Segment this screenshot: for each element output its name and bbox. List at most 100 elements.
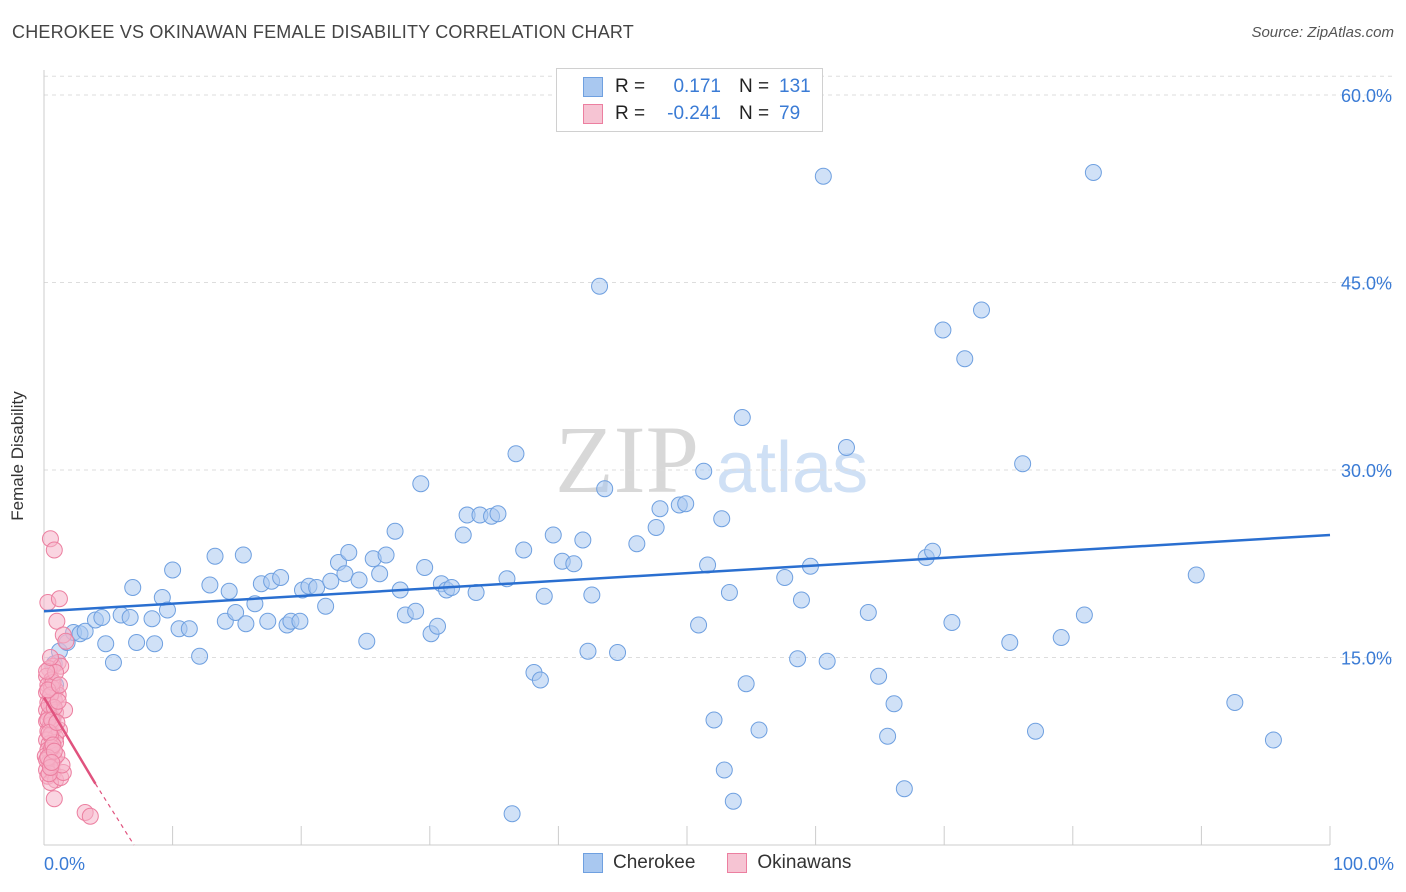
cherokee-point [317,597,335,615]
cherokee-point [206,547,224,565]
cherokee-point [859,604,877,621]
cherokee-point [1226,694,1244,711]
cherokee-point [489,505,507,523]
cherokee-point [837,439,855,456]
cherokee-point [895,780,913,798]
cherokee-point [164,561,182,579]
y-tick-label: 30.0% [1341,461,1392,481]
cherokee-point [879,727,897,745]
legend-r-label: R = [615,76,646,97]
cherokee-point [336,565,354,583]
okinawan-trendline-extension [94,783,135,846]
okinawan-point [41,649,59,666]
cherokee-point [454,526,472,544]
cherokee-point [677,495,695,513]
okinawan-swatch [727,853,748,873]
okinawan-point [45,541,63,559]
cherokee-point [1187,566,1205,584]
legend-n-value: 79 [779,103,801,124]
cherokee-point [158,601,176,619]
cherokee-point [180,620,198,638]
cherokee-point [737,675,755,693]
cherokee-point [544,526,562,544]
legend-item-okinawans: Okinawans [727,852,851,874]
cherokee-point [609,644,627,661]
cherokee-point [507,445,525,463]
cherokee-point [885,695,903,713]
cherokee-point [143,610,161,628]
cherokee-point [690,616,708,634]
legend-row-okinawan: R = -0.241 N = 79 [583,102,800,126]
cherokee-point [579,642,597,660]
cherokee-point [733,409,751,426]
legend-label-cherokee: Cherokee [613,852,696,873]
source-label: Source: ZipAtlas.com [1251,24,1394,41]
cherokee-point [76,622,94,640]
y-tick-label: 15.0% [1341,649,1392,669]
watermark-zip: ZIP [555,406,699,513]
legend-r-label: R = [615,103,646,124]
cherokee-point [792,591,810,609]
cherokee-point [647,519,665,536]
cherokee-point [924,542,942,560]
cherokee-point [789,650,807,668]
cherokee-point [651,500,669,518]
cherokee-swatch [583,853,603,873]
cherokee-point [1075,606,1093,624]
cherokee-point [695,462,713,480]
cherokee-point [220,582,238,600]
cherokee-point [574,531,592,549]
cherokee-point [416,559,434,576]
x-tick-label-max: 100.0% [1333,854,1394,874]
cherokee-point [201,576,219,594]
cherokee-point [750,721,768,739]
cherokee-point [1052,629,1070,646]
cherokee-swatch [583,77,603,97]
cherokee-point [724,792,742,810]
cherokee-point [322,572,340,590]
cherokee-point [128,634,146,651]
cherokee-point [1027,722,1045,740]
cherokee-point [340,544,358,561]
cherokee-point [358,632,376,650]
legend-label-okinawans: Okinawans [757,852,852,873]
cherokee-trendline [43,533,1331,613]
cherokee-point [591,277,609,295]
cherokee-point [124,579,142,596]
cherokee-point [776,569,794,586]
cherokee-point [870,667,888,685]
series-legend: Cherokee Okinawans [583,852,883,874]
cherokee-point [97,635,115,653]
legend-n-label: N = [739,76,770,97]
legend-r-value: 0.171 [673,76,721,97]
cherokee-point [818,652,836,670]
cherokee-point [350,571,368,589]
cherokee-point [104,654,122,671]
x-tick-label-min: 0.0% [44,854,85,874]
okinawan-trendline [42,696,97,785]
cherokee-point [412,475,430,493]
cherokee-point [531,671,549,689]
okinawan-point [81,807,99,825]
cherokee-point [191,647,209,665]
cherokee-point [515,541,533,559]
okinawan-point [57,632,75,650]
cherokee-point [121,609,139,626]
cherokee-point [93,609,111,626]
cherokee-point [259,612,277,630]
cherokee-point [535,587,553,605]
chart-title: CHEROKEE VS OKINAWAN FEMALE DISABILITY C… [12,22,634,42]
cherokee-point [308,579,326,596]
okinawan-swatch [583,104,603,124]
okinawan-point [50,676,68,694]
cherokee-point [407,602,425,620]
cherokee-point [1014,455,1032,473]
cherokee-point [628,535,646,553]
y-tick-label: 45.0% [1341,274,1392,294]
cherokee-point [934,321,952,339]
legend-n-label: N = [739,103,770,124]
cherokee-point [1001,634,1019,651]
okinawan-point [48,612,66,630]
cherokee-point [956,350,974,368]
